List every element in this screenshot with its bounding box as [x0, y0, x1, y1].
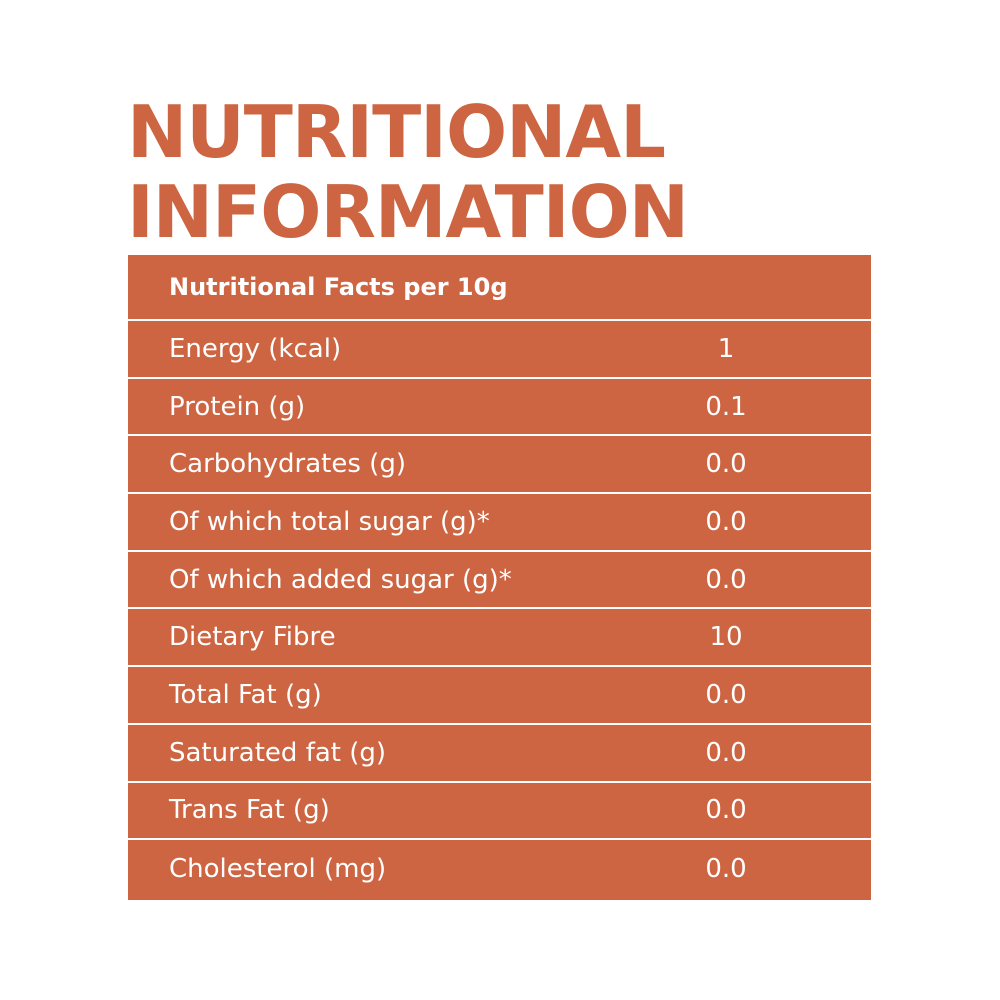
row-label: Of which total sugar (g)*	[169, 506, 490, 537]
row-label: Dietary Fibre	[169, 622, 336, 653]
row-value: 0.0	[705, 449, 747, 480]
nutrition-table: Nutritional Facts per 10g Energy (kcal) …	[128, 255, 871, 900]
table-row: Of which total sugar (g)* 0.0	[128, 494, 871, 552]
row-label: Protein (g)	[169, 391, 306, 422]
table-row: Dietary Fibre 10	[128, 609, 871, 668]
table-row: Trans Fat (g) 0.0	[128, 783, 871, 841]
row-label: Cholesterol (mg)	[169, 854, 387, 885]
table-row: Cholesterol (mg) 0.0	[128, 840, 871, 898]
row-value: 0.0	[705, 564, 747, 595]
row-value: 0.0	[705, 795, 747, 826]
row-label: Trans Fat (g)	[169, 795, 330, 826]
title-line-2: INFORMATION	[127, 170, 689, 254]
row-value: 0.1	[705, 391, 747, 422]
row-value: 0.0	[705, 854, 747, 885]
row-label: Of which added sugar (g)*	[169, 564, 512, 595]
table-row: Protein (g) 0.1	[128, 379, 871, 437]
title-line-1: NUTRITIONAL	[127, 90, 666, 174]
table-header: Nutritional Facts per 10g	[128, 255, 871, 321]
row-value: 10	[709, 622, 743, 653]
row-label: Carbohydrates (g)	[169, 449, 406, 480]
table-row: Energy (kcal) 1	[128, 321, 871, 379]
row-value: 0.0	[705, 737, 747, 768]
row-value: 0.0	[705, 506, 747, 537]
page-title: NUTRITIONAL INFORMATION	[127, 90, 689, 254]
row-label: Saturated fat (g)	[169, 737, 387, 768]
row-value: 1	[717, 333, 735, 364]
row-value: 0.0	[705, 679, 747, 710]
row-label: Energy (kcal)	[169, 333, 342, 364]
table-row: Total Fat (g) 0.0	[128, 667, 871, 725]
table-row: Carbohydrates (g) 0.0	[128, 436, 871, 495]
row-label: Total Fat (g)	[169, 679, 322, 710]
table-row: Saturated fat (g) 0.0	[128, 725, 871, 783]
table-row: Of which added sugar (g)* 0.0	[128, 552, 871, 610]
